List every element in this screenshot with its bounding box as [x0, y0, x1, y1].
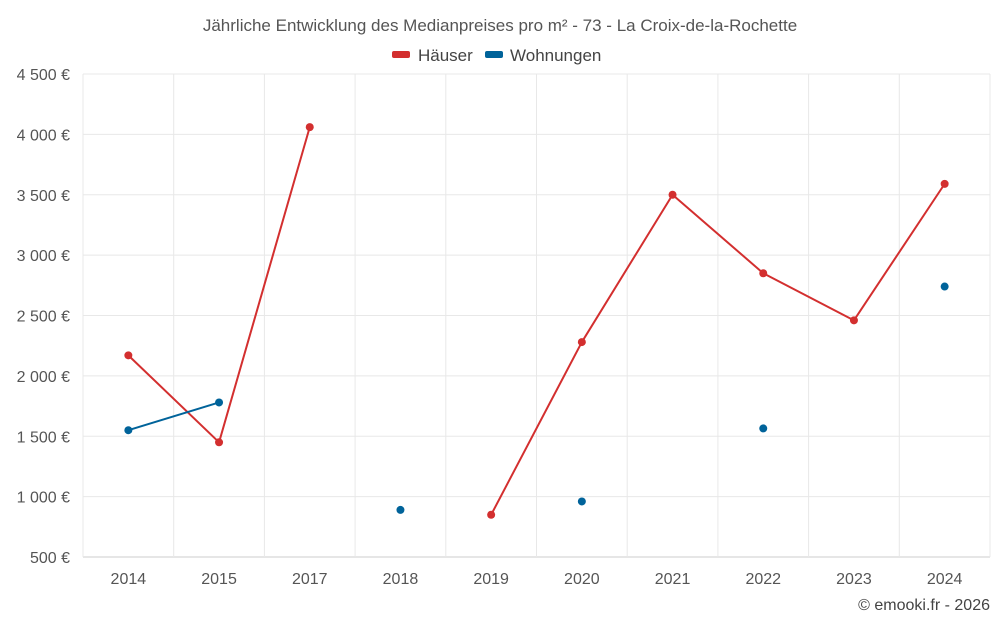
series-layer	[124, 123, 949, 519]
data-point-haeuser[interactable]	[124, 351, 133, 360]
x-tick-label: 2018	[383, 571, 419, 588]
data-point-haeuser[interactable]	[668, 190, 677, 199]
x-tick-label: 2014	[111, 571, 147, 588]
y-tick-label: 2 500 €	[17, 309, 70, 326]
data-point-wohnungen[interactable]	[124, 426, 133, 435]
x-tick-label: 2021	[655, 571, 691, 588]
x-tick-label: 2019	[473, 571, 509, 588]
grid	[82, 73, 991, 558]
data-point-wohnungen[interactable]	[759, 424, 768, 433]
legend: Häuser Wohnungen	[392, 46, 601, 65]
x-tick-label: 2022	[745, 571, 781, 588]
x-axis-ticks: 2014 2015 2017 2018 2019 2020 2021 2022 2023 2024	[111, 571, 963, 588]
x-tick-label: 2024	[927, 571, 963, 588]
series-line-wohnungen	[127, 401, 221, 432]
data-point-haeuser[interactable]	[940, 179, 949, 188]
legend-swatch-wohnungen	[485, 51, 503, 58]
y-tick-label: 500 €	[30, 550, 70, 567]
data-point-haeuser[interactable]	[849, 316, 858, 325]
data-point-wohnungen[interactable]	[577, 497, 586, 506]
y-tick-label: 4 500 €	[17, 67, 70, 84]
data-point-haeuser[interactable]	[759, 269, 768, 278]
y-tick-label: 4 000 €	[17, 127, 70, 144]
y-tick-label: 1 500 €	[17, 429, 70, 446]
data-point-wohnungen[interactable]	[396, 505, 405, 514]
legend-item-haeuser[interactable]: Häuser	[392, 46, 473, 65]
y-tick-label: 2 000 €	[17, 369, 70, 386]
x-tick-label: 2017	[292, 571, 328, 588]
data-point-haeuser[interactable]	[487, 510, 496, 519]
data-point-haeuser[interactable]	[577, 338, 586, 347]
series-line-haeuser	[127, 126, 311, 444]
series-line-haeuser	[490, 182, 946, 516]
x-tick-label: 2020	[564, 571, 600, 588]
chart-title: Jährliche Entwicklung des Medianpreises …	[203, 16, 797, 35]
legend-label-haeuser: Häuser	[418, 46, 473, 65]
data-point-haeuser[interactable]	[215, 438, 224, 447]
y-axis-ticks: 500 € 1 000 € 1 500 € 2 000 € 2 500 € 3 000 €…	[17, 67, 70, 567]
credit-text: © emooki.fr - 2026	[858, 597, 990, 614]
y-tick-label: 3 000 €	[17, 248, 70, 265]
data-point-wohnungen[interactable]	[215, 398, 224, 407]
data-point-haeuser[interactable]	[305, 123, 314, 132]
legend-swatch-haeuser	[392, 51, 410, 58]
y-tick-label: 3 500 €	[17, 188, 70, 205]
x-tick-label: 2023	[836, 571, 872, 588]
x-tick-label: 2015	[201, 571, 237, 588]
y-tick-label: 1 000 €	[17, 490, 70, 507]
legend-item-wohnungen[interactable]: Wohnungen	[485, 46, 601, 65]
legend-label-wohnungen: Wohnungen	[510, 46, 601, 65]
data-point-wohnungen[interactable]	[940, 282, 949, 291]
